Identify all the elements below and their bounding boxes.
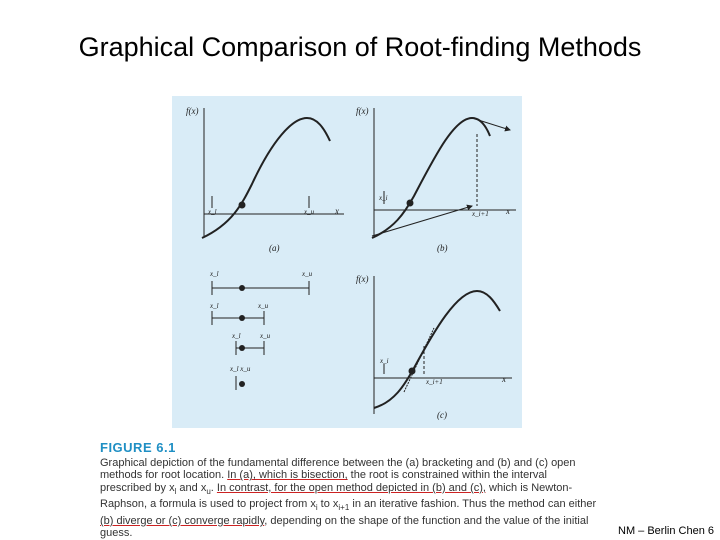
panel-b-xi-label: x_i <box>378 194 388 202</box>
interval-4-label: x_l x_u <box>229 365 251 373</box>
caption-text: and x <box>176 481 207 494</box>
panel-c-start-point <box>408 367 416 375</box>
caption-text: the root is constrained within the inter… <box>100 469 547 494</box>
slide-footer: NM – Berlin Chen 6 <box>618 525 714 537</box>
panel-c-xlabel: x <box>501 374 506 384</box>
panel-a-xl-label: x_l <box>207 208 217 216</box>
panel-c-tag: (c) <box>437 410 447 420</box>
panel-a: f(x) x x_l x_u (a) <box>186 106 344 253</box>
caption-text: i <box>315 503 318 513</box>
panel-a-root-point <box>238 201 246 209</box>
caption-text: which is Newton-Raphson, a formula is us… <box>100 481 573 511</box>
interval-2-label-u: x_u <box>257 302 269 310</box>
caption-highlight: In (a), which is bisection, <box>227 469 348 482</box>
panel-b-xlabel: x <box>505 206 510 216</box>
interval-3-mid <box>239 345 245 351</box>
interval-1-label-l: x_l <box>209 270 219 278</box>
interval-3-label-u: x_u <box>259 332 271 340</box>
slide-title: Graphical Comparison of Root-finding Met… <box>78 32 642 62</box>
caption-text: . <box>210 481 217 494</box>
panel-b-xi1-label: x_i+1 <box>471 210 489 218</box>
panel-b-tag: (b) <box>437 243 448 253</box>
caption-highlight: In contrast, for the open method depicte… <box>216 481 486 494</box>
panel-c: f(x) x x_i x_i+1 (c) <box>356 274 512 420</box>
panel-c-curve <box>373 289 501 409</box>
panel-b-tangent-low <box>371 204 473 237</box>
panel-b-curve <box>371 116 491 239</box>
caption-text: , depending on the shape of the function… <box>100 515 589 540</box>
caption-text: in an iterative fashion. Thus the method… <box>349 498 597 511</box>
panel-a-curve <box>201 116 331 239</box>
interval-1-mid <box>239 285 245 291</box>
panel-c-xi1-label: x_i+1 <box>425 378 443 386</box>
figure-svg: f(x) x x_l x_u (a) f(x) x x_i x_i+1 (b) <box>186 106 516 420</box>
panel-a-ylabel: f(x) <box>186 106 199 116</box>
bisection-intervals: x_l x_u x_l x_u x_l x_u x_l x_u <box>209 270 313 390</box>
panel-b: f(x) x x_i x_i+1 (b) <box>356 106 516 253</box>
interval-1-label-u: x_u <box>301 270 313 278</box>
interval-2-label-l: x_l <box>209 302 219 310</box>
panel-a-xlabel: x <box>334 206 339 216</box>
interval-3-label-l: x_l <box>231 332 241 340</box>
figure-caption: Graphical depiction of the fundamental d… <box>100 457 600 540</box>
panel-c-tangent <box>403 327 435 393</box>
caption-text: Graphical depiction of the fundamental d… <box>100 457 576 482</box>
panel-b-ylabel: f(x) <box>356 106 369 116</box>
caption-text: i+1 <box>338 503 350 513</box>
figure-label: FIGURE 6.1 <box>100 440 176 455</box>
panel-a-xu-label: x_u <box>303 208 315 216</box>
panel-b-tangent-top <box>471 117 511 132</box>
interval-4-mid <box>239 381 245 387</box>
caption-text: to x <box>317 498 339 511</box>
panel-c-xi-label: x_i <box>379 357 389 365</box>
caption-text: l <box>174 487 177 496</box>
interval-2-mid <box>239 315 245 321</box>
figure-image: f(x) x x_l x_u (a) f(x) x x_i x_i+1 (b) <box>172 96 522 428</box>
caption-text: u <box>206 487 211 496</box>
caption-highlight: (b) diverge or (c) converge rapidly <box>100 515 265 527</box>
panel-c-ylabel: f(x) <box>356 274 369 284</box>
panel-b-start-point <box>406 199 414 207</box>
panel-a-tag: (a) <box>269 243 280 253</box>
figure-caption-block: FIGURE 6.1 Graphical depiction of the fu… <box>100 440 600 540</box>
